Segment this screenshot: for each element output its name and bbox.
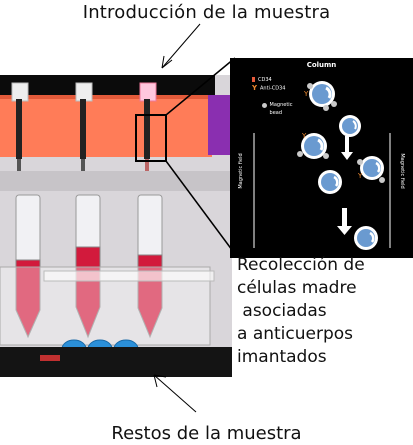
legend-item-cd34: CD34: [252, 76, 312, 84]
tagged-cell: Y: [357, 156, 385, 183]
legend: CD34 Y Anti-CD34 Magnetic bead: [252, 76, 312, 125]
column-1: [11, 82, 29, 171]
rack-illustration: [0, 75, 232, 377]
magnetic-bead-icon: [261, 103, 267, 108]
zoom-box: [135, 114, 167, 162]
flow-arrow: [341, 136, 353, 160]
input-arrow: [161, 23, 201, 69]
untagged-cell: [354, 226, 378, 250]
separation-rack-photo: [0, 75, 232, 377]
svg-text:Y: Y: [301, 132, 307, 140]
column-title: Column: [306, 61, 337, 69]
legend-item-magnetic-bead: Magnetic bead: [252, 93, 312, 125]
waste-arrow: [153, 374, 197, 413]
tagged-cell: Y: [297, 132, 329, 159]
anti-cd34-antibody-icon: Y: [252, 84, 258, 92]
column-3: [139, 82, 157, 171]
tagged-cell: Y: [303, 81, 337, 111]
cd34-marker-icon: [252, 77, 255, 82]
svg-text:Y: Y: [357, 172, 363, 180]
svg-text:Y: Y: [303, 90, 309, 98]
untagged-cell: [318, 170, 342, 194]
column-2: [75, 82, 93, 171]
untagged-cell: [339, 115, 361, 137]
tube-2: [75, 194, 101, 339]
tube-1: [15, 194, 41, 339]
legend-item-anti-cd34: Y Anti-CD34: [252, 84, 286, 92]
flow-arrow: [337, 208, 352, 235]
bottom-label: Restos de la muestra: [111, 423, 302, 444]
column-cells: Y Y Y: [253, 81, 391, 250]
collection-label: Recolección de células madre asociadas a…: [237, 255, 365, 367]
top-label: Introducción de la muestra: [82, 2, 331, 23]
column-schematic: Column CD34 Y Anti-CD34 Magnetic bead Mag…: [230, 58, 413, 258]
